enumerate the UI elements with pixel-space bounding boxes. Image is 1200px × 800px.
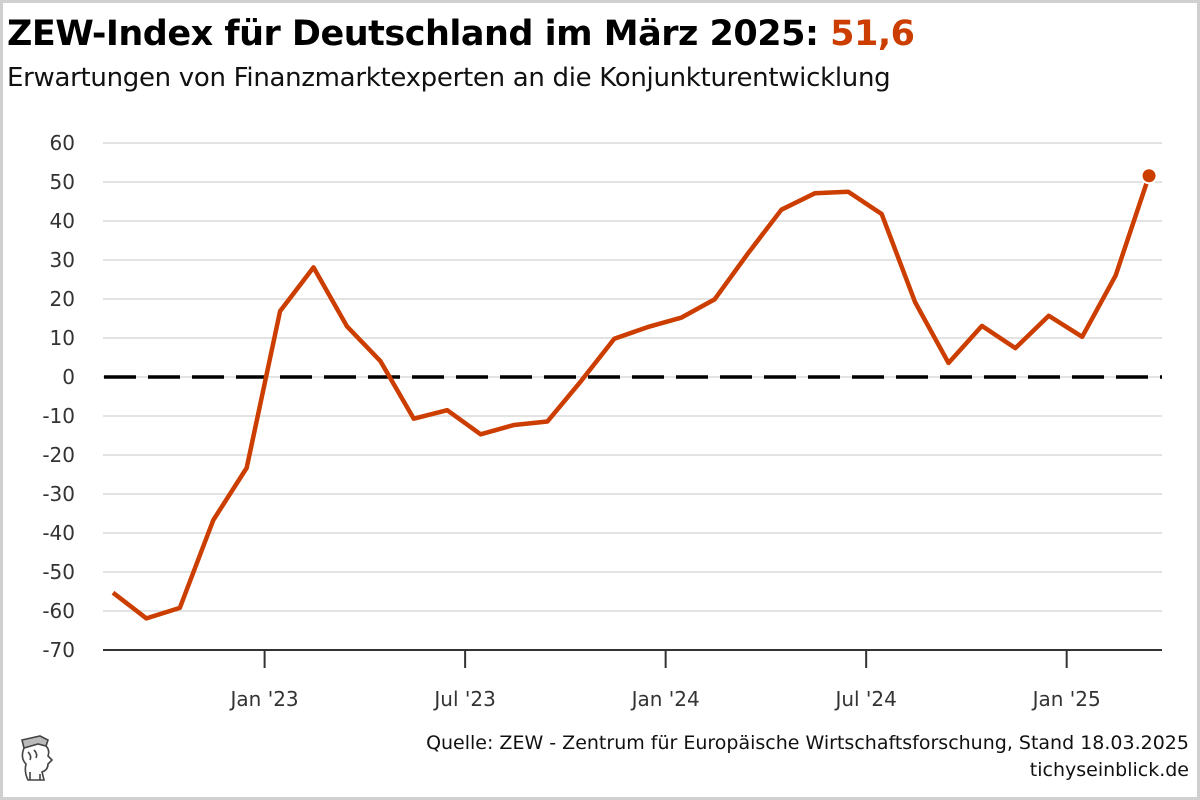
data-points (1140, 167, 1158, 185)
y-tick-label: -10 (42, 404, 75, 428)
y-tick-label: 10 (50, 326, 75, 350)
x-tick-label: Jul '24 (833, 687, 896, 711)
y-tick-label: -60 (42, 599, 75, 623)
chart-title: ZEW-Index für Deutschland im März 2025: … (7, 14, 915, 54)
chart-title-text: ZEW-Index für Deutschland im März 2025: (7, 14, 819, 54)
series-line (111, 175, 1152, 621)
x-tick-label: Jan '23 (229, 687, 299, 711)
hermes-head-logo-icon (10, 730, 60, 785)
site-credit: tichyseinblick.de (1029, 759, 1189, 781)
x-tick-label: Jul '23 (432, 687, 495, 711)
y-tick-label: -30 (42, 482, 75, 506)
chart-title-value: 51,6 (830, 14, 915, 54)
x-tick-label: Jan '24 (630, 687, 700, 711)
y-tick-label: 60 (50, 131, 75, 155)
y-tick-label: 20 (50, 287, 75, 311)
y-axis-ticks: 60 50 40 30 20 10 0 -10 -20 -30 -40 -50 -60 -70 (42, 131, 75, 662)
y-tick-label: 50 (50, 170, 75, 194)
source-note: Quelle: ZEW - Zentrum für Europäische Wi… (426, 730, 1189, 784)
chart-subtitle: Erwartungen von Finanzmarktexperten an d… (7, 63, 891, 93)
y-tick-label: -70 (42, 638, 75, 662)
y-tick-label: 30 (50, 248, 75, 272)
x-tick-label: Jan '25 (1031, 687, 1101, 711)
y-tick-label: 40 (50, 209, 75, 233)
y-tick-label: 0 (62, 365, 75, 389)
y-tick-label: -20 (42, 443, 75, 467)
y-tick-label: -50 (42, 560, 75, 584)
y-tick-label: -40 (42, 521, 75, 545)
source-text: Quelle: ZEW - Zentrum für Europäische Wi… (426, 732, 1189, 754)
x-axis-ticks: Jan '23 Jul '23 Jan '24 Jul '24 Jan '25 (229, 650, 1101, 711)
last-data-point (1142, 169, 1156, 183)
